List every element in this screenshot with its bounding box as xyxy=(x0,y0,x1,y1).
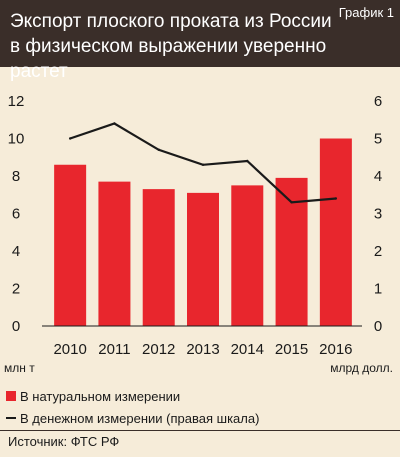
chart-title: Экспорт плоского проката из России в физ… xyxy=(10,11,332,82)
line-point-2016 xyxy=(334,197,338,200)
x-tick-label: 2013 xyxy=(186,341,219,358)
line-point-2014 xyxy=(246,159,249,163)
right-axis-unit: млрд долл. xyxy=(330,361,393,375)
left-tick-label: 8 xyxy=(12,168,20,185)
line-point-2010 xyxy=(68,137,72,140)
x-tick-label: 2012 xyxy=(142,341,175,358)
right-tick-label: 1 xyxy=(374,281,382,298)
right-tick-label: 0 xyxy=(374,318,382,335)
left-axis-unit: млн т xyxy=(4,361,35,375)
bar-2015 xyxy=(275,177,308,326)
right-tick-label: 3 xyxy=(374,206,382,223)
legend-line-label: В денежном измерении (правая шкала) xyxy=(20,410,260,426)
chart-header: Экспорт плоского проката из России в физ… xyxy=(0,0,400,82)
x-tick-label: 2015 xyxy=(275,341,308,358)
right-tick-label: 5 xyxy=(374,131,382,148)
chart-number-badge: График 1 xyxy=(338,5,394,20)
bar-2016 xyxy=(319,138,352,326)
bar-2014 xyxy=(231,185,264,326)
right-tick-label: 4 xyxy=(374,168,382,185)
left-tick-label: 12 xyxy=(8,93,25,110)
x-tick-label: 2010 xyxy=(53,341,86,358)
x-tick-label: 2016 xyxy=(319,341,352,358)
bar-2010 xyxy=(54,164,87,326)
line-point-2015 xyxy=(290,201,293,204)
legend-item-line: В денежном измерении (правая шкала) xyxy=(6,407,394,429)
left-tick-label: 0 xyxy=(12,318,20,335)
bar-2013 xyxy=(187,192,219,326)
right-tick-label: 2 xyxy=(374,243,382,260)
line-point-2011 xyxy=(113,122,116,125)
line-point-2013 xyxy=(201,163,205,166)
right-tick-label: 6 xyxy=(374,93,382,110)
left-tick-label: 4 xyxy=(12,243,20,260)
footer-divider xyxy=(0,430,400,431)
legend-bar-swatch xyxy=(6,391,16,401)
left-tick-label: 6 xyxy=(12,206,20,223)
legend-bars-label: В натуральном измерении xyxy=(20,388,181,404)
x-tick-label: 2014 xyxy=(231,341,264,358)
source-note: Источник: ФТС РФ xyxy=(8,434,120,449)
left-tick-label: 10 xyxy=(8,131,25,148)
x-tick-label: 2011 xyxy=(98,341,130,358)
legend-line-swatch xyxy=(6,417,16,419)
legend-item-bars: В натуральном измерении xyxy=(6,385,394,407)
line-point-2012 xyxy=(157,148,160,151)
bar-2011 xyxy=(98,181,131,326)
chart-legend: В натуральном измерении В денежном измер… xyxy=(6,385,394,429)
left-tick-label: 2 xyxy=(12,281,20,298)
bar-2012 xyxy=(142,189,175,326)
